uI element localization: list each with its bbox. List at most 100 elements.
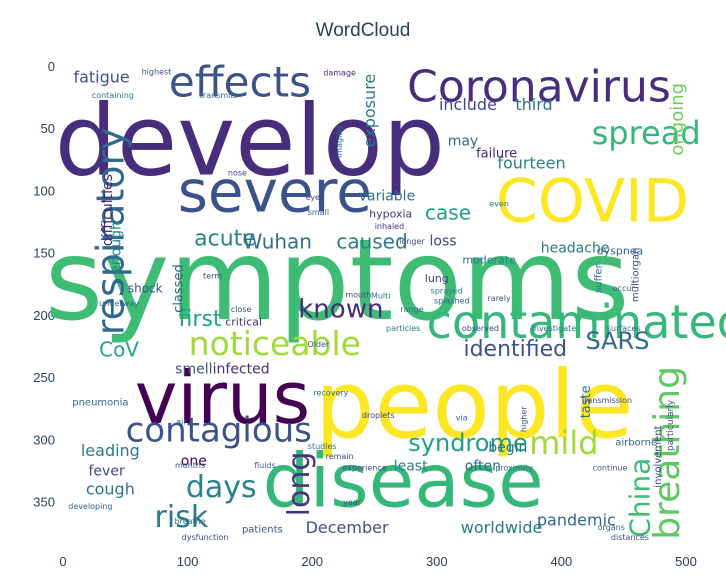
x-tick-label: 300 — [426, 554, 448, 569]
word-headache: headache — [541, 241, 610, 257]
word-surfaces: surfaces — [607, 324, 641, 333]
word-rarely: rarely — [488, 294, 511, 303]
word-pandemic: pandemic — [537, 511, 616, 530]
word-shock: shock — [128, 282, 163, 296]
word-days: days — [186, 470, 257, 505]
word-dysfunction: dysfunction — [182, 533, 229, 542]
y-tick-label: 300 — [33, 432, 55, 447]
word-contagious: contagious — [126, 410, 312, 450]
word-first: first — [179, 307, 222, 332]
word-often: often — [465, 459, 501, 475]
word-range: range — [400, 305, 423, 314]
word-distances: distances — [611, 533, 649, 542]
word-identified: identified — [463, 337, 567, 362]
word-occur: occur — [613, 284, 636, 293]
word-include: include — [439, 95, 497, 114]
word-loss: loss — [430, 233, 457, 249]
word-dyspnea: dyspnea — [597, 245, 644, 258]
word-studies: studies — [308, 442, 337, 451]
word-fourteen: fourteen — [497, 153, 565, 172]
x-tick-label: 500 — [675, 554, 697, 569]
word-mouth: mouth — [345, 290, 371, 299]
word-infected: infected — [213, 361, 270, 377]
word-longer: longer — [399, 237, 425, 246]
word-critical: critical — [225, 316, 262, 329]
chart-title: WordCloud — [315, 20, 411, 41]
word-suffer: suffer — [593, 263, 604, 293]
word-known: known — [298, 295, 383, 325]
y-tick-label: 250 — [33, 370, 55, 385]
y-tick-label: 150 — [33, 246, 55, 261]
word-smell: smell — [175, 361, 212, 377]
word-proximity: proximity — [495, 463, 533, 472]
word-term: term — [203, 272, 222, 281]
word-effects: effects — [169, 57, 311, 106]
word-transmission: Transmission — [579, 396, 632, 405]
word-syndrome: syndrome — [408, 429, 527, 457]
word-covid: COVID — [496, 166, 689, 236]
word-classed: classed — [171, 264, 186, 313]
word-organs: organs — [598, 523, 625, 532]
word-continue: continue — [593, 463, 628, 472]
word-breathing: breathing — [647, 366, 688, 540]
word-via: via — [456, 414, 468, 423]
word-remain: remain — [326, 452, 354, 461]
word-even: even — [489, 199, 509, 208]
word-china: China — [623, 458, 656, 538]
word-sars: SARS — [585, 327, 649, 355]
x-tick-label: 100 — [177, 554, 199, 569]
word-highest: highest — [142, 67, 172, 76]
word-difficulties: difficulties — [100, 174, 116, 246]
word-close: close — [231, 305, 252, 314]
word-least: least — [394, 459, 428, 475]
word-pneumonia: pneumonia — [72, 398, 128, 409]
word-spread: spread — [592, 114, 701, 152]
word-involvement: involvement — [653, 425, 664, 487]
word-small: small — [308, 208, 329, 217]
word-damage: damage — [323, 69, 356, 78]
word-failure: failure — [476, 147, 517, 162]
word-symptoms: symptoms — [45, 216, 630, 346]
word-investigate: investigate — [532, 324, 577, 333]
word-air: air — [176, 417, 187, 426]
y-tick-label: 0 — [48, 59, 55, 74]
word-transmits: transmits — [200, 91, 238, 100]
word-begin: begin — [488, 440, 527, 456]
word-cough: cough — [86, 479, 135, 498]
word-particles: particles — [386, 324, 420, 333]
y-axis: 0 50 100 150 200 250 300 350 — [33, 59, 55, 510]
word-mild: mild — [529, 424, 598, 462]
word-leading: leading — [81, 441, 140, 460]
word-virus: virus — [135, 356, 310, 440]
y-tick-label: 350 — [33, 495, 55, 510]
word-hypoxia: hypoxia — [369, 207, 412, 220]
word-observed: observed — [462, 324, 499, 333]
x-tick-label: 0 — [59, 554, 66, 569]
word-months: months — [175, 461, 205, 470]
word-exposure: exposure — [360, 74, 379, 148]
word-severe: severe — [178, 157, 372, 225]
x-axis: 0 100 200 300 400 500 — [59, 554, 696, 569]
x-tick-label: 200 — [301, 554, 323, 569]
word-fever: fever — [89, 464, 125, 480]
word-enough: enough — [109, 221, 125, 274]
word-year: year — [343, 498, 362, 507]
word-disease: disease — [263, 438, 544, 524]
word-recovery: recovery — [313, 389, 348, 398]
word-containing: containing — [92, 91, 134, 100]
x-tick-label: 400 — [551, 554, 573, 569]
word-multiorgan: multiorgan — [631, 248, 642, 302]
word-develop: develop — [55, 85, 445, 199]
word-cov: CoV — [99, 338, 139, 362]
word-eyes: eyes — [305, 193, 324, 202]
word-one: one — [181, 454, 207, 470]
word-acute: acute — [194, 226, 256, 251]
word-breathe: breathe — [175, 517, 206, 526]
word-fatigue: fatigue — [73, 67, 129, 86]
word-coronavirus: Coronavirus — [407, 61, 671, 112]
y-tick-label: 50 — [41, 121, 55, 136]
word-contaminated: contaminated — [427, 295, 726, 349]
word-variable: variable — [359, 188, 415, 204]
word-taste: taste — [579, 385, 594, 418]
